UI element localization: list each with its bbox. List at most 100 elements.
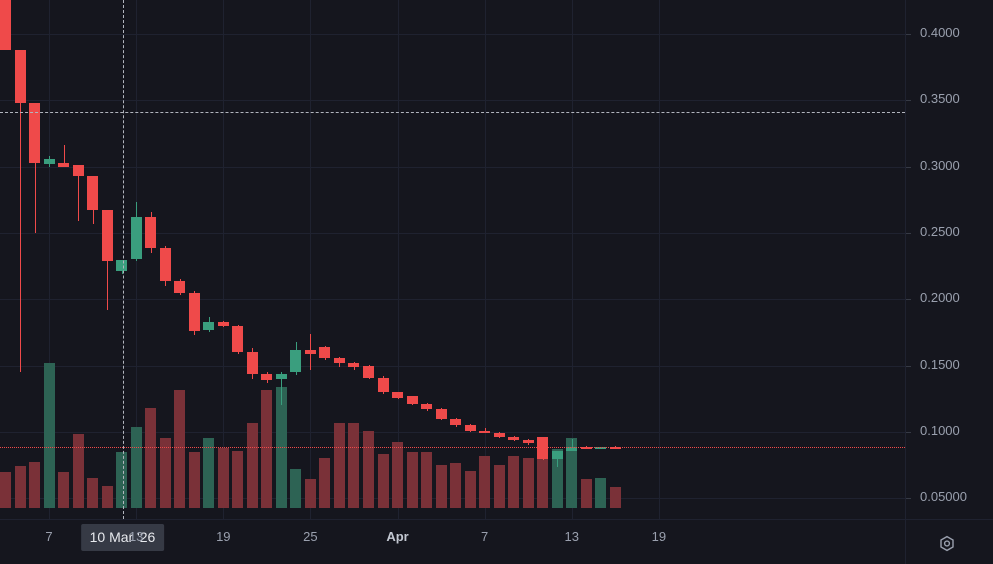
candle-body [493,432,505,438]
volume-bar [595,477,607,508]
gridline-vertical [49,0,50,519]
volume-bar [392,441,404,508]
time-tick-label: 25 [303,529,318,544]
volume-bar [0,472,11,508]
candle-body [261,373,273,380]
volume-bar [14,465,26,508]
price-tick-label: 0.05000 [920,489,967,504]
candle-wick [572,438,573,452]
price-tick-label: 0.3000 [920,158,960,173]
gridline-horizontal [0,167,905,168]
price-tick-mark [906,498,911,499]
volume-bar [566,437,578,508]
candle-body [348,363,360,367]
candle-body [479,431,491,434]
gridline-horizontal [0,100,905,101]
price-tick-label: 0.2000 [920,290,960,305]
volume-bar [508,456,520,508]
volume-bar [421,452,433,508]
volume-bar [43,363,55,508]
time-tick-label: 13 [564,529,579,544]
candle-body [116,259,128,272]
candle-body [174,280,186,293]
volume-bar [493,464,505,508]
candle-body [421,403,433,409]
price-tick-mark [906,100,911,101]
volume-bar [116,452,128,508]
price-tick-label: 0.2500 [920,224,960,239]
gridline-horizontal [0,299,905,300]
candle-body [392,392,404,398]
gridline-vertical [223,0,224,519]
volume-bar [609,487,621,508]
last-price-line [0,447,905,449]
price-tick: 0.2000 [906,290,993,305]
candle-body [217,321,229,326]
candle-body [130,217,142,260]
price-tick-mark [906,167,911,168]
candle-wick [281,372,282,405]
volume-bar [450,463,462,508]
price-tick-label: 0.4000 [920,25,960,40]
volume-bar [232,451,244,508]
candle-body [246,352,258,374]
price-tick-label: 0.1000 [920,423,960,438]
volume-bar [537,448,549,508]
volume-bar [174,389,186,508]
price-tick: 0.2500 [906,224,993,239]
volume-bar [29,462,41,508]
volume-bar [435,464,447,508]
gridline-vertical [485,0,486,519]
volume-bar [58,471,70,508]
volume-bar [261,389,273,508]
price-tick: 0.1000 [906,423,993,438]
price-axis[interactable]: 0.08848 0.3409 0.40000.35000.30000.25000… [905,0,993,519]
price-tick: 0.4000 [906,25,993,40]
candle-wick [557,457,558,467]
volume-bar [377,453,389,508]
volume-bar [479,456,491,508]
volume-bar [522,458,534,508]
candle-body [159,247,171,281]
volume-bar [130,427,142,508]
overlay-layer [0,0,905,519]
time-tick-label: 13 [128,529,144,544]
candle-body [72,165,84,176]
gear-icon[interactable] [935,532,959,556]
time-tick-label: 19 [216,529,231,544]
candle-wick [20,49,21,372]
crosshair-date-badge: 10 Mar '26 [80,524,165,551]
volume-bar [304,479,316,508]
candle-wick [78,165,79,221]
volume-bar [217,447,229,508]
time-axis[interactable]: 10 Mar '26 7 13 19 25 Apr 7 13 19 [0,519,993,564]
candle-body [508,437,520,440]
candle-body [203,321,215,330]
gridline-vertical [398,0,399,519]
volume-series [0,363,621,508]
candle-wick [64,145,65,166]
price-tick: 0.3000 [906,158,993,173]
price-tick-mark [906,366,911,367]
volume-bar [203,437,215,508]
volume-bar [246,423,258,508]
crosshair-horizontal [0,112,905,114]
candle-wick [35,102,36,233]
volume-bar [188,452,200,508]
candle-body [363,365,374,378]
gridline-vertical [572,0,573,519]
candle-body [377,377,389,393]
volume-bar [72,434,84,508]
price-tick: 0.1500 [906,357,993,372]
volume-bar [319,458,331,508]
gridline-horizontal [0,432,905,433]
axis-separator [905,520,906,564]
price-tick-mark [906,233,911,234]
candle-body [435,408,447,419]
volume-bar [551,448,563,508]
chart-plot-area[interactable] [0,0,905,519]
candle-body [450,418,462,426]
candle-body [566,446,578,451]
price-tick-mark [906,299,911,300]
